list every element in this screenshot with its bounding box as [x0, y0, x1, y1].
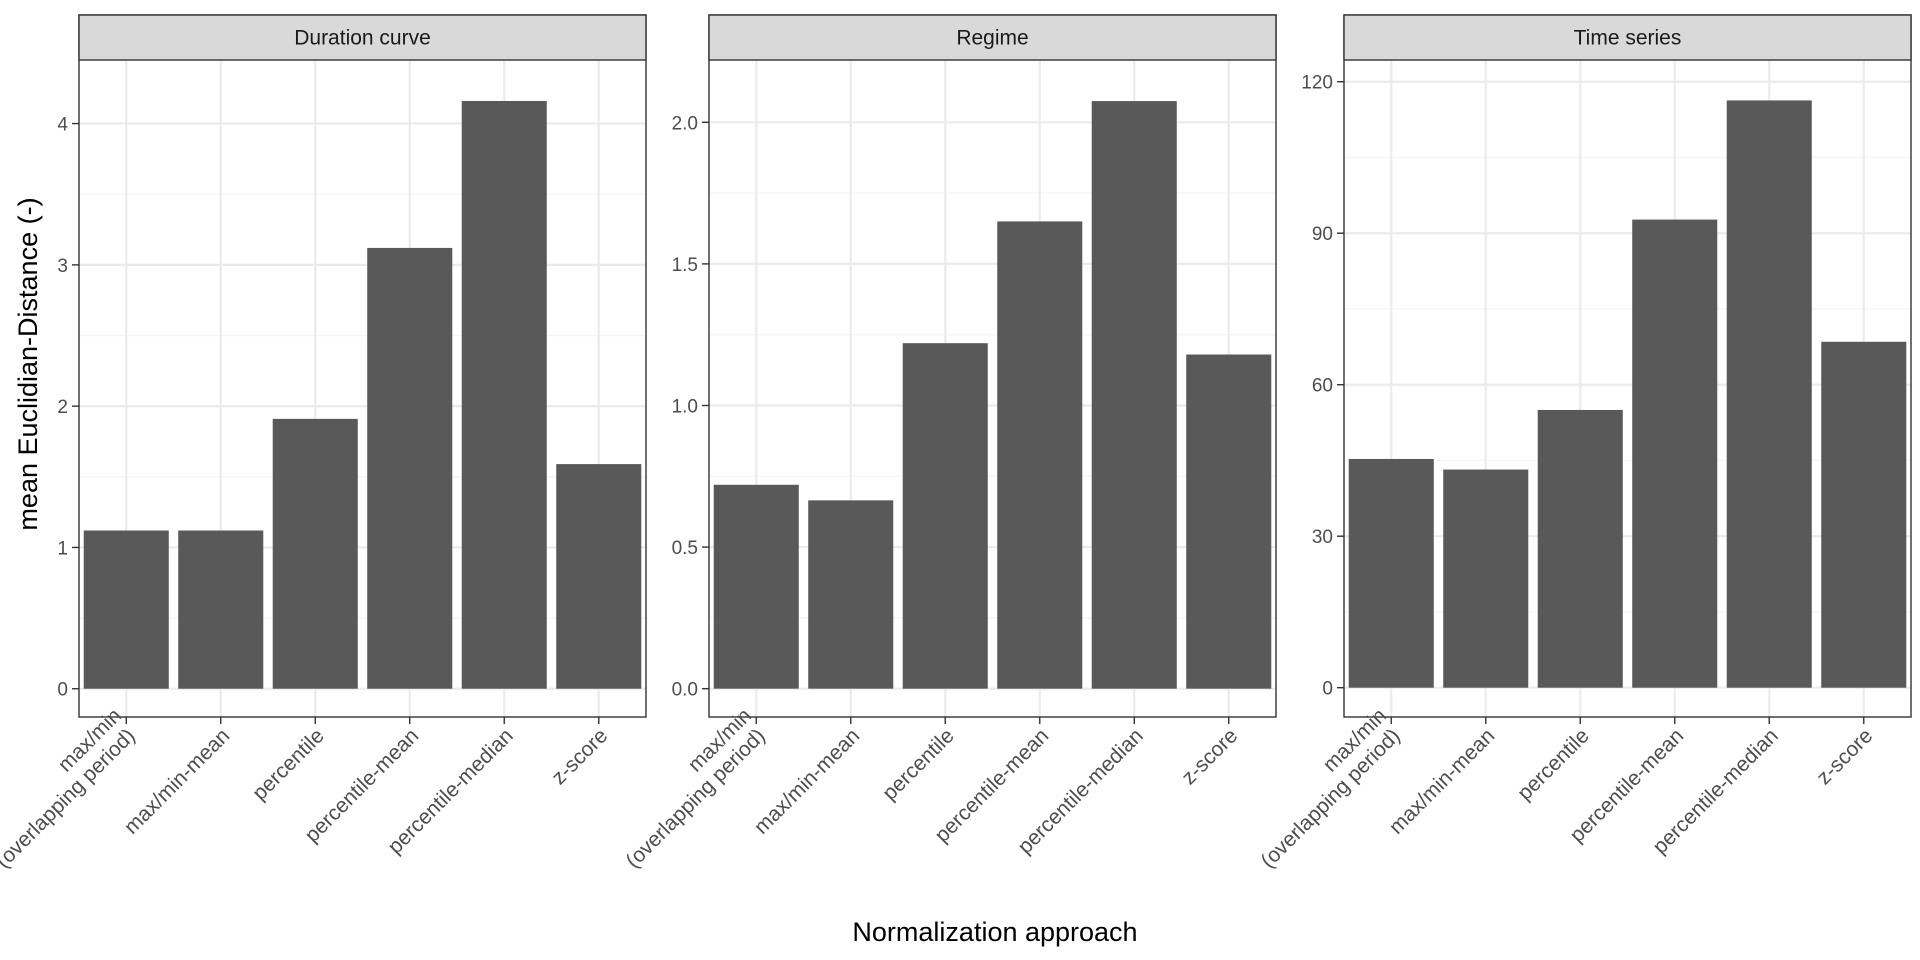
facet-strip-label: Regime	[956, 27, 1028, 50]
bar	[556, 464, 642, 689]
bar	[1348, 458, 1434, 688]
bar	[902, 343, 988, 689]
y-tick-label: 4	[57, 115, 68, 136]
panel-duration-curve: Duration curve 0 1 2 3 4 max/min(overlapping p…	[0, 14, 647, 873]
bar	[808, 500, 894, 689]
x-tick-label-line: percentile	[248, 724, 329, 805]
y-tick-label: 0.0	[672, 680, 698, 701]
panel-background	[709, 60, 1276, 717]
y-tick-label: 2	[57, 397, 68, 418]
y-tick-label: 1	[57, 538, 68, 559]
y-tick-label: 60	[1312, 376, 1333, 397]
x-axis-title: Normalization approach	[852, 917, 1137, 947]
y-tick-label: 90	[1312, 224, 1333, 245]
bar	[713, 484, 799, 689]
facet-strip-label: Duration curve	[294, 27, 431, 50]
x-tick-label-line: z-score	[1177, 724, 1242, 789]
y-tick-label: 1.0	[672, 396, 698, 417]
facet-strip-label: Time series	[1574, 27, 1682, 50]
facet-strip	[1343, 14, 1912, 61]
y-axis-title: mean Euclidian-Distance (-)	[13, 197, 43, 530]
y-tick-label: 120	[1301, 73, 1333, 94]
bar	[1443, 469, 1529, 688]
x-tick-label-line: percentile	[1513, 724, 1594, 805]
x-tick-label: percentile	[1513, 724, 1594, 805]
panel-background	[1344, 60, 1911, 717]
facet-strip	[78, 14, 647, 61]
bar	[272, 418, 358, 689]
x-tick-label-line: percentile	[878, 724, 959, 805]
bar	[178, 530, 264, 689]
y-tick-label: 2.0	[672, 113, 698, 134]
bar	[1821, 341, 1907, 688]
y-tick-label: 0.5	[672, 538, 698, 559]
y-tick-label: 1.5	[672, 255, 698, 276]
bar	[1632, 219, 1718, 688]
bar	[997, 221, 1083, 689]
bar	[461, 100, 547, 689]
x-tick-label: z-score	[547, 724, 612, 789]
x-tick-label: max/min(overlapping period)	[604, 704, 772, 872]
bar	[1091, 101, 1177, 689]
panel-time-series: Time series 0 30 60 90 120 max/min(overlapping…	[1239, 14, 1912, 873]
x-tick-label: max/min(overlapping period)	[0, 704, 143, 872]
y-tick-label: 30	[1312, 527, 1333, 548]
panel-background	[79, 60, 646, 717]
panel-regime: Regime 0.0 0.5 1.0 1.5 2.0 max/min(overlapping…	[604, 14, 1277, 873]
x-tick-label: percentile	[878, 724, 959, 805]
x-tick-label: max/min(overlapping period)	[1239, 704, 1407, 872]
facet-strip	[708, 14, 1277, 61]
x-tick-label-line: z-score	[1812, 724, 1877, 789]
x-tick-label: z-score	[1177, 724, 1242, 789]
y-tick-label: 0	[1322, 679, 1333, 700]
bar	[1186, 354, 1272, 689]
x-tick-label: z-score	[1812, 724, 1877, 789]
x-tick-label-line: (overlapping period)	[1256, 724, 1404, 872]
x-tick-label: percentile	[248, 724, 329, 805]
y-tick-label: 3	[57, 256, 68, 277]
bar	[1726, 100, 1812, 688]
bar	[367, 247, 453, 689]
x-tick-label-line: z-score	[547, 724, 612, 789]
bar	[83, 530, 169, 689]
x-tick-label-line: (overlapping period)	[621, 724, 769, 872]
bar	[1537, 409, 1623, 688]
y-tick-label: 0	[57, 680, 68, 701]
